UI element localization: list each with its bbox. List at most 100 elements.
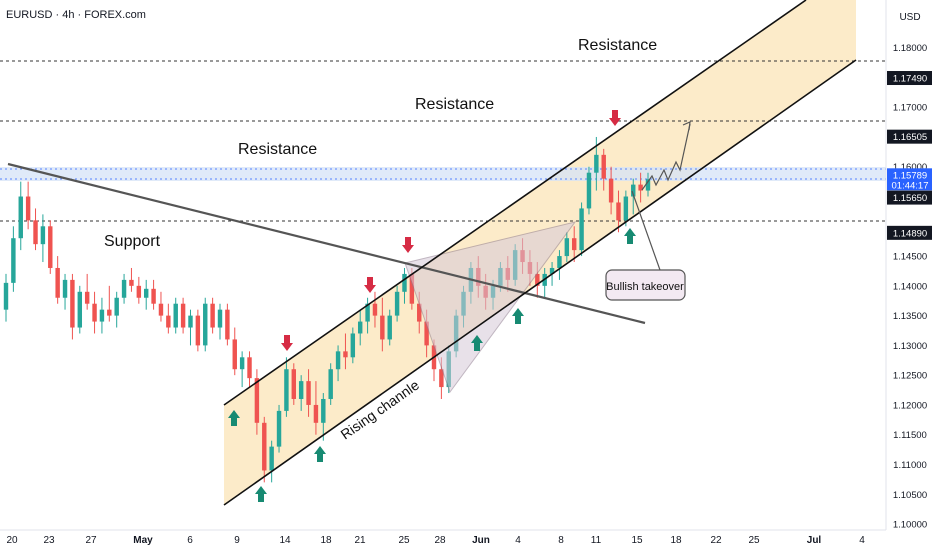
x-tick-label: 18 <box>670 535 682 546</box>
candle-body <box>247 357 252 379</box>
candle-body <box>298 381 304 399</box>
x-tick-label: 11 <box>591 535 602 546</box>
candle-body <box>357 321 363 334</box>
candle-body <box>645 179 651 191</box>
x-tick-label: 20 <box>6 535 18 546</box>
candle-body <box>158 303 164 316</box>
candle-body <box>121 279 127 298</box>
candle-body <box>84 291 90 304</box>
candle-body <box>129 279 134 286</box>
candle-body <box>262 422 267 471</box>
channel-lower-line <box>223 59 857 506</box>
x-tick-label: 25 <box>398 535 410 546</box>
candle-body <box>210 303 215 328</box>
candle-body <box>350 333 356 358</box>
resistance-label-top: Resistance <box>578 37 657 54</box>
bullish-arrow-icon <box>471 335 483 351</box>
candle-body <box>33 220 38 245</box>
candle-body <box>166 315 171 328</box>
x-tick-label: 28 <box>434 535 446 546</box>
callout-pointer <box>631 190 661 271</box>
bearish-arrow-icon <box>364 277 376 293</box>
candle-body <box>151 288 156 304</box>
candle-body <box>180 303 186 328</box>
candle-body <box>203 303 208 346</box>
symbol-header[interactable]: EURUSD · 4h · FOREX.com <box>6 9 146 21</box>
bullish-arrow-icon <box>624 228 636 244</box>
bullish-arrow-icon <box>314 446 326 462</box>
price-marker <box>887 225 932 240</box>
candle-body <box>638 184 643 191</box>
candle-body <box>62 279 68 298</box>
x-tick-label: 25 <box>748 535 760 546</box>
x-tick-label: May <box>133 535 153 546</box>
resistance-label-low: Resistance <box>238 141 317 158</box>
candle-body <box>99 309 105 322</box>
y-tick-label: 1.11500 <box>893 430 927 441</box>
y-tick-label: 1.12500 <box>893 371 927 382</box>
y-tick-label: 1.13500 <box>893 311 927 322</box>
x-tick-label: 23 <box>43 535 55 546</box>
candle-body <box>586 172 592 209</box>
candle-body <box>55 267 60 298</box>
candle-body <box>387 315 392 340</box>
candle-body <box>631 184 636 197</box>
candle-body <box>276 410 282 447</box>
candle-body <box>25 196 31 221</box>
candle-body <box>11 238 16 283</box>
candle-body <box>594 154 599 173</box>
candle-body <box>409 273 415 304</box>
candle-body <box>70 279 75 328</box>
current-price-marker <box>887 168 932 191</box>
candle-body <box>18 196 23 239</box>
candle-body <box>380 315 385 340</box>
bearish-arrow-icon <box>281 335 293 351</box>
x-tick-label: 14 <box>279 535 291 546</box>
y-tick-label: 1.11000 <box>893 460 927 471</box>
candle-body <box>394 291 400 316</box>
y-tick-label: 1.10500 <box>893 490 927 501</box>
candle-body <box>40 226 46 245</box>
candle-body <box>579 208 584 251</box>
x-tick-label: 22 <box>710 535 722 546</box>
candle-body <box>269 446 274 471</box>
price-marker <box>887 129 932 144</box>
candle-body <box>291 369 297 399</box>
candle-body <box>535 273 540 286</box>
x-tick-label: Jul <box>807 535 822 546</box>
candle-body <box>92 303 97 322</box>
y-tick-label: 1.13000 <box>893 341 927 352</box>
projection-arrowhead <box>682 121 691 131</box>
x-ticks-group: 20 23 27 May 6 9 14 18 21 25 28 Jun 4 8 11 15 18 22 25 Jul 4 <box>6 535 865 546</box>
candle-body <box>136 285 142 298</box>
candle-body <box>571 238 577 251</box>
candle-body <box>254 378 260 423</box>
x-tick-label: 27 <box>85 535 97 546</box>
candle-body <box>402 273 407 292</box>
candle-body <box>107 309 112 316</box>
candle-body <box>623 196 629 221</box>
candle-body <box>77 291 83 328</box>
y-tick-label: 1.18000 <box>893 43 927 54</box>
candle-body <box>188 315 193 328</box>
candle-body <box>343 351 348 358</box>
candle-body <box>335 351 341 370</box>
price-marker-label: 1.16505 <box>893 132 927 143</box>
candle-body <box>365 303 370 322</box>
price-marker <box>887 71 932 86</box>
candle-body <box>549 267 555 274</box>
resistance-label-mid: Resistance <box>415 96 494 113</box>
bullish-arrow-icon <box>255 486 267 502</box>
x-tick-label: 6 <box>187 535 193 546</box>
candle-body <box>424 321 429 346</box>
candle-body <box>173 303 178 328</box>
x-tick-label: Jun <box>472 535 490 546</box>
price-marker-label: 1.17490 <box>893 74 927 85</box>
candle-body <box>232 339 237 370</box>
candle-body <box>608 178 614 203</box>
current-price-label: 1.15789 <box>893 170 927 181</box>
y-tick-label: 1.10000 <box>893 520 927 531</box>
candle-body <box>328 369 333 399</box>
